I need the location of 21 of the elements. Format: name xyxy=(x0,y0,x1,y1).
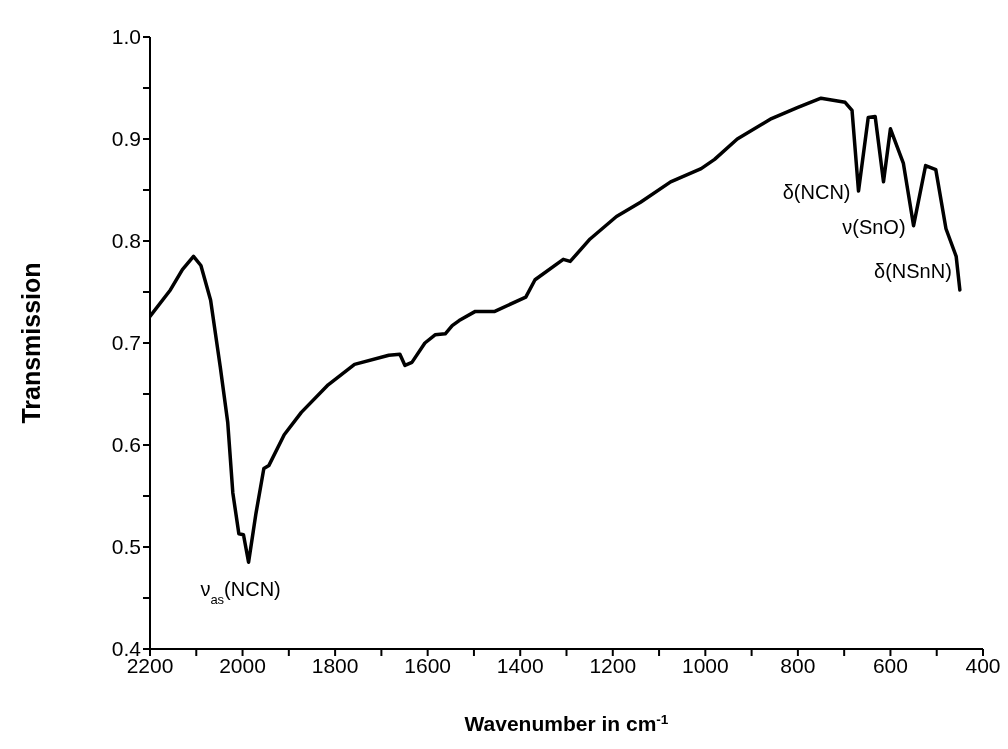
y-tick-label: 0.8 xyxy=(111,229,141,253)
x-tick-label: 2000 xyxy=(219,653,266,677)
x-tick-label: 1800 xyxy=(311,653,359,677)
y-tick-label: 0.9 xyxy=(111,127,141,151)
x-tick-label: 1600 xyxy=(404,653,452,677)
x-tick-label: 1200 xyxy=(589,653,637,677)
y-tick-label: 0.7 xyxy=(111,331,141,355)
x-tick-label: 1000 xyxy=(681,653,729,677)
y-axis-title: Transmission xyxy=(17,262,45,424)
y-tick-label: 1.0 xyxy=(111,25,141,49)
annotation: ν$_{as}$(NCN) xyxy=(200,578,281,607)
x-tick-label: 1400 xyxy=(496,653,544,677)
annotation: δ(NCN) xyxy=(782,181,851,204)
annotation: ν(SnO) xyxy=(842,215,906,238)
x-tick-label: 400 xyxy=(965,653,1001,677)
x-tick-label: 800 xyxy=(780,653,816,677)
x-axis-title: Wavenumber in cm$^{-1}$ xyxy=(464,711,669,735)
y-tick-label: 0.6 xyxy=(111,433,141,457)
y-tick-label: 0.5 xyxy=(111,535,141,559)
annotation: δ(NSnN) xyxy=(874,259,952,282)
x-tick-label: 600 xyxy=(872,653,908,677)
